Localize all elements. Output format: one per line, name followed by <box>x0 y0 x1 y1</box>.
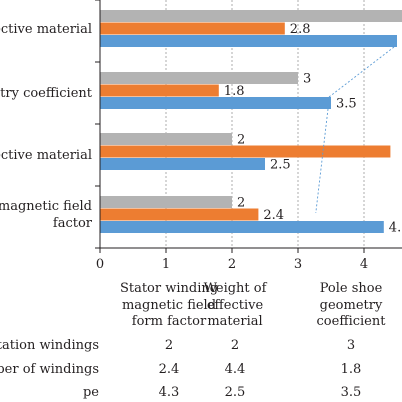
bar <box>100 10 402 22</box>
table-column-header: Weight of effective material <box>186 281 284 331</box>
bar <box>100 35 397 47</box>
data-label: 2.8 <box>290 22 311 37</box>
x-tick-label: 3 <box>294 257 302 272</box>
table-cell: 4.4 <box>224 362 246 377</box>
table-row-label: citation windings <box>0 338 99 353</box>
column-header-line: magnetic field <box>121 297 217 313</box>
column-header-line: coefficient <box>316 314 386 329</box>
connector-line <box>328 46 395 98</box>
bar <box>100 97 331 109</box>
table-column-header: Stator winding magnetic field form facto… <box>106 281 232 331</box>
bar-chart: 2.8 3 1.8 3.5 2 2.5 2 2.4 4.3 0 1 2 3 4 ffective mater… <box>0 0 402 272</box>
table-cell: 1.8 <box>340 362 362 377</box>
bar <box>100 145 391 158</box>
bar <box>100 158 265 170</box>
data-label: 3 <box>303 72 311 87</box>
x-tick-label: 2 <box>228 257 236 272</box>
table-cell: 4.3 <box>158 385 180 400</box>
table-row-label: mber of windings <box>0 362 99 377</box>
column-header-line: Weight of <box>203 281 267 296</box>
table-cell: 3.5 <box>340 385 362 400</box>
data-label: 2.4 <box>263 208 284 223</box>
bar <box>100 133 232 145</box>
data-label: 3.5 <box>336 97 357 112</box>
bar <box>100 22 285 35</box>
data-label: 2.5 <box>270 158 291 173</box>
connector-line <box>315 108 329 214</box>
x-tick-label: 0 <box>96 257 104 272</box>
bar <box>100 221 384 233</box>
table-cell: 2 <box>230 338 240 353</box>
x-tick-label: 4 <box>360 257 368 272</box>
column-header-line: form factor <box>131 314 207 329</box>
data-label: 2 <box>237 133 245 148</box>
table-cell: 2.5 <box>224 385 246 400</box>
bar <box>100 208 259 221</box>
x-tick-label: 1 <box>162 257 170 272</box>
column-header-line: Pole shoe <box>319 281 383 296</box>
category-label: ffective material <box>0 148 92 163</box>
category-label: g magnetic field <box>0 199 92 214</box>
table-cell: 2 <box>164 338 174 353</box>
data-label: 1.8 <box>224 84 245 99</box>
table-column-header: Pole shoe geometry coefficient <box>304 281 398 331</box>
column-header-line: Stator winding <box>119 281 219 296</box>
table-row-label: pe <box>82 385 99 400</box>
bar <box>100 84 219 97</box>
table-cell: 2.4 <box>158 362 180 377</box>
bar <box>100 72 298 84</box>
data-label: 2 <box>237 196 245 211</box>
category-label: ometry coefficient <box>0 86 93 101</box>
data-label: 4.3 <box>389 221 402 236</box>
column-header-line: geometry <box>319 297 383 313</box>
category-label: factor <box>53 216 93 231</box>
category-label: ffective material <box>0 22 92 37</box>
column-header-line: material <box>207 314 263 329</box>
column-header-line: effective <box>206 297 264 313</box>
table-cell: 3 <box>346 338 356 353</box>
bar <box>100 196 232 208</box>
